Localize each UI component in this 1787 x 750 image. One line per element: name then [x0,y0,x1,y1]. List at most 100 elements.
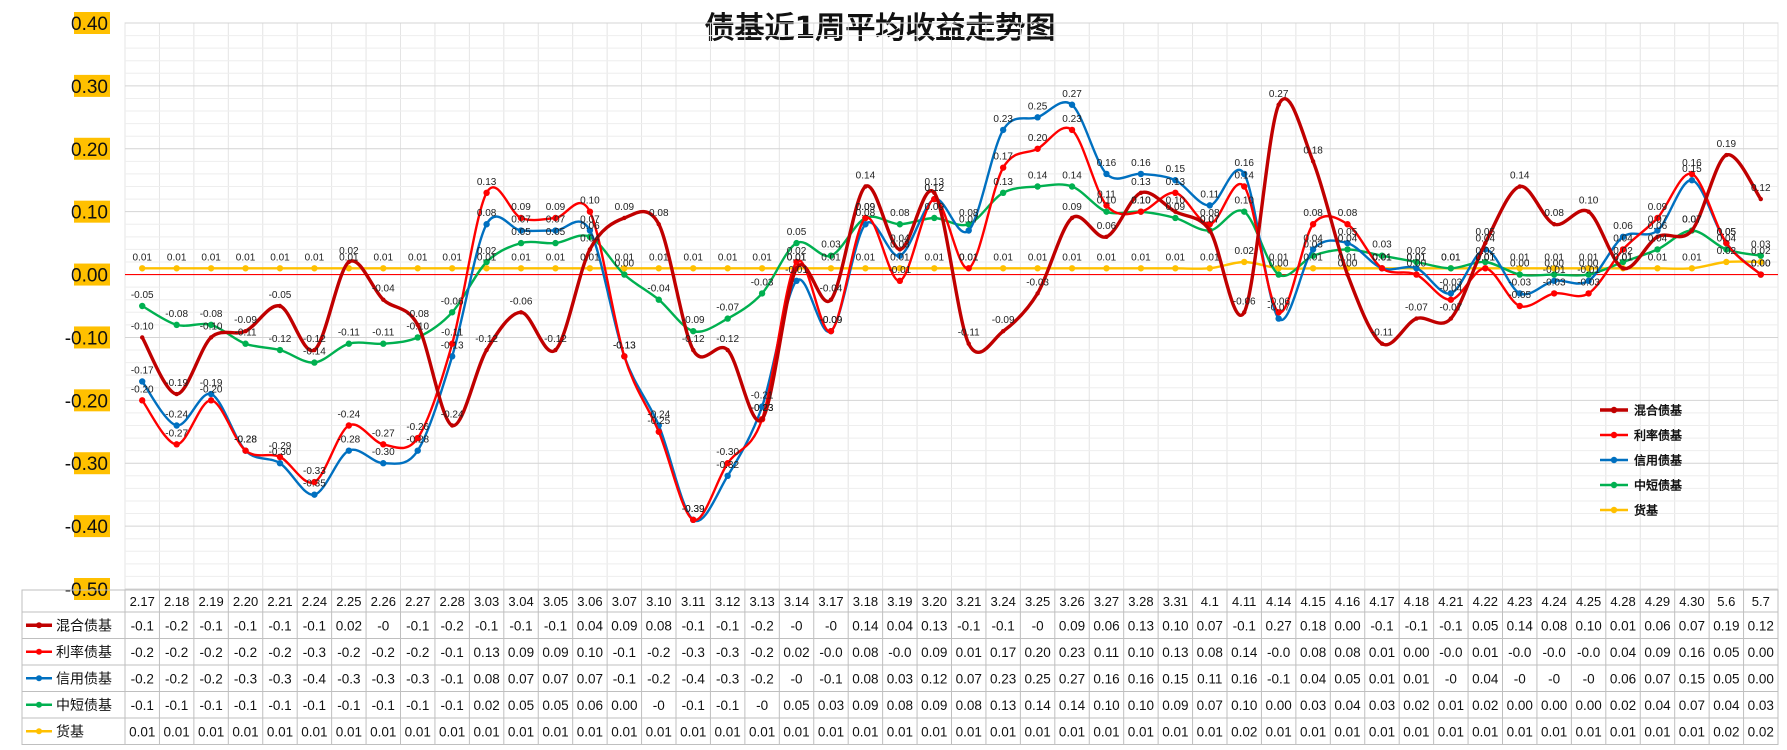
y-tick-highlight [74,326,110,349]
data-label: 0.09 [615,202,635,213]
data-point [1104,234,1109,240]
data-point [827,252,835,259]
data-label: 0.01 [649,252,669,263]
table-cell: 0.02 [336,618,362,633]
table-cell: 0.05 [1713,671,1739,686]
x-tick-label: 2.28 [440,594,465,609]
data-point [173,441,180,448]
x-tick-label: 5.7 [1752,594,1770,609]
table-cell: 0.00 [1748,645,1774,660]
data-point [1379,341,1385,346]
data-label: 0.01 [1544,252,1564,263]
x-tick-label: 3.10 [646,594,671,609]
table-cell: -0.1 [1370,618,1393,633]
y-tick-label: 0.20 [71,140,108,161]
data-point [346,259,352,265]
data-label: 0.04 [1613,233,1633,244]
table-cell: 0.07 [1644,671,1670,686]
table-cell: 0.27 [1266,618,1292,633]
table-cell: -0.4 [682,671,706,686]
data-point [1173,209,1178,214]
data-label: -0.13 [441,340,464,351]
data-label: -0.14 [303,347,326,358]
x-tick-label: 4.18 [1404,594,1429,609]
table-cell: -0 [1445,671,1457,686]
data-point [724,315,731,322]
table-cell: -0.1 [716,698,739,713]
data-label: 0.14 [856,171,876,182]
data-label: -0.11 [338,328,360,339]
data-point [690,516,697,524]
data-label: 0.01 [752,252,772,263]
data-point [483,265,490,272]
x-tick-label: 4.15 [1300,594,1325,609]
data-label: -0.10 [200,321,223,332]
data-label: -0.27 [372,428,395,439]
x-tick-label: 4.16 [1335,594,1360,609]
data-label: 0.01 [374,252,394,263]
legend-marker [1610,506,1618,514]
y-tick-highlight [74,137,110,160]
data-label: 0.08 [649,208,669,219]
table-cell: -0.3 [337,671,360,686]
data-label: 0.09 [511,202,531,213]
table-cell: 0.13 [921,618,947,633]
data-point [1206,265,1213,272]
table-cell: 0.06 [577,698,603,713]
table-cell: 0.13 [473,645,499,660]
data-label: -0.12 [716,334,739,345]
data-label: -0.05 [131,290,154,301]
table-cell: -0.1 [372,698,395,713]
y-tick-highlight [74,452,110,475]
data-label: 0.08 [890,208,910,219]
x-tick-label: 3.05 [543,594,568,609]
x-tick-label: 2.26 [371,594,396,609]
table-cell: 0.02 [473,698,499,713]
table-cell: 0.08 [1334,645,1360,660]
table-cell: 0.01 [956,645,982,660]
table-cell: 0.01 [1128,724,1154,739]
data-point [1551,222,1557,227]
x-tick-label: 4.1 [1201,594,1219,609]
data-label: 0.01 [1372,252,1392,263]
data-label: 0.01 [615,252,635,263]
data-label: -0.01 [785,265,808,276]
y-tick-highlight [74,578,110,600]
data-point [1447,265,1455,272]
data-label: 0.09 [1062,202,1082,213]
data-label: -0.04 [647,284,670,295]
data-label: -0.10 [131,321,154,332]
table-cell: -0 [1583,671,1595,686]
data-point [1275,309,1282,316]
data-label: 0.09 [856,202,876,213]
y-tick-highlight [74,263,110,286]
data-point [1516,302,1523,310]
data-label: -0.30 [372,447,395,458]
table-cell: 0.02 [1403,698,1429,713]
table-cell: 0.18 [1300,618,1326,633]
data-label: 0.14 [1062,171,1082,182]
table-cell: 0.01 [577,724,603,739]
data-label: 0.06 [1648,221,1668,232]
data-point [1275,271,1282,278]
data-label: 0.08 [1338,208,1358,219]
table-cell: 0.12 [921,671,947,686]
data-label: -0.21 [751,391,774,402]
data-label: -0.07 [1439,303,1462,314]
table-cell: 0.01 [1369,671,1395,686]
table-cell: 0.01 [852,724,878,739]
data-point [725,347,730,353]
table-cell: 0.05 [1713,645,1739,660]
x-tick-label: 4.21 [1438,594,1463,609]
data-label: -0.06 [1267,296,1290,307]
data-point [1482,265,1489,272]
data-point [1447,290,1455,297]
table-cell: 0.01 [1472,645,1498,660]
data-label: 0.00 [1269,259,1289,270]
table-cell: 0.01 [1438,698,1464,713]
data-point [139,397,146,404]
x-tick-label: 4.11 [1232,594,1256,609]
data-point [1516,271,1523,278]
x-tick-label: 3.24 [991,594,1016,609]
data-label: -0.24 [165,409,188,420]
